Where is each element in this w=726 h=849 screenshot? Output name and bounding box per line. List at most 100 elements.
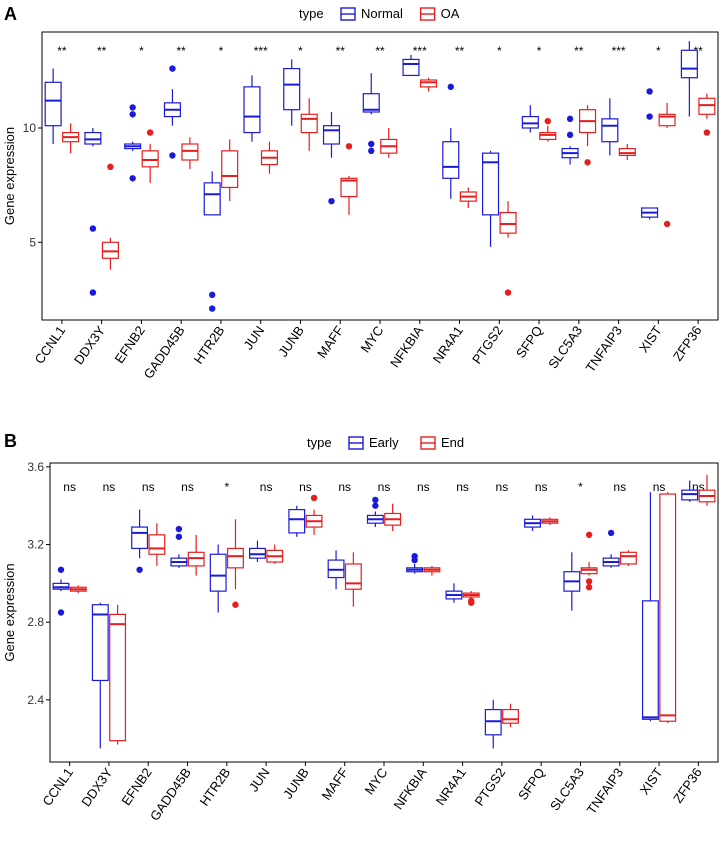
outlier-point xyxy=(646,88,653,95)
significance-label: ns xyxy=(653,480,666,494)
significance-label: ns xyxy=(103,480,116,494)
box xyxy=(327,550,345,590)
box-body xyxy=(283,67,301,111)
box xyxy=(419,77,438,92)
box xyxy=(524,515,541,531)
box xyxy=(539,117,557,142)
significance-label: * xyxy=(224,480,229,494)
box xyxy=(406,552,424,574)
significance-label: ns xyxy=(535,480,548,494)
outlier-point xyxy=(468,599,475,606)
box-body xyxy=(521,115,539,129)
box xyxy=(380,128,398,158)
box xyxy=(563,552,581,611)
y-tick-label: 5 xyxy=(29,235,36,249)
significance-label: ** xyxy=(574,44,584,58)
outlier-point xyxy=(175,533,183,540)
outlier-point xyxy=(504,289,512,296)
significance-label: ** xyxy=(455,44,465,58)
box xyxy=(698,93,716,136)
box-body xyxy=(442,141,460,179)
box xyxy=(658,102,676,228)
significance-label: ns xyxy=(63,480,76,494)
legend-label: Early xyxy=(369,435,399,450)
box xyxy=(91,602,109,749)
outlier-point xyxy=(232,601,239,608)
box xyxy=(124,104,142,182)
panel-label: A xyxy=(4,4,17,24)
significance-label: *** xyxy=(254,44,268,58)
box xyxy=(484,699,502,749)
significance-label: ** xyxy=(693,44,703,58)
box xyxy=(141,129,159,183)
outlier-point xyxy=(129,104,136,111)
box-body xyxy=(362,93,380,113)
outlier-point xyxy=(208,291,216,299)
significance-label: ns xyxy=(338,480,351,494)
outlier-point xyxy=(328,197,335,205)
box-body xyxy=(203,182,221,216)
box xyxy=(305,494,323,535)
y-axis-label: Gene expression xyxy=(2,127,17,225)
outlier-point xyxy=(447,83,454,91)
outlier-point xyxy=(169,152,176,159)
box xyxy=(580,531,598,591)
box xyxy=(641,88,659,220)
outlier-point xyxy=(372,496,379,504)
box-body xyxy=(221,150,239,189)
box-body xyxy=(243,86,261,134)
box xyxy=(344,552,362,607)
outlier-point xyxy=(607,529,615,537)
box-body xyxy=(181,143,199,161)
outlier-point xyxy=(345,143,353,150)
legend-label: OA xyxy=(441,6,460,21)
box xyxy=(680,41,698,117)
box xyxy=(249,540,266,563)
outlier-point xyxy=(310,494,318,502)
outlier-point xyxy=(136,566,143,573)
legend-item: Normal xyxy=(340,6,403,21)
box xyxy=(52,566,70,616)
outlier-point xyxy=(107,163,114,171)
box xyxy=(362,73,380,155)
significance-label: ** xyxy=(57,44,67,58)
legend-label: Normal xyxy=(361,6,403,21)
legend-label: End xyxy=(441,435,464,450)
outlier-point xyxy=(646,113,653,120)
box xyxy=(618,144,636,160)
box xyxy=(101,163,119,270)
box xyxy=(260,141,279,174)
y-tick-label: 3.2 xyxy=(27,538,44,552)
significance-label: * xyxy=(298,44,303,58)
significance-label: * xyxy=(656,44,661,58)
box xyxy=(62,123,80,154)
box-body xyxy=(481,152,500,216)
significance-label: ** xyxy=(97,44,107,58)
legend-item: End xyxy=(420,435,464,450)
box-body xyxy=(698,97,716,115)
box-body xyxy=(288,508,306,534)
box-body xyxy=(402,58,420,77)
significance-label: ns xyxy=(378,480,391,494)
outlier-point xyxy=(585,578,593,585)
significance-label: * xyxy=(497,44,502,58)
box xyxy=(84,128,102,296)
outlier-point xyxy=(208,305,216,312)
outlier-point xyxy=(89,289,97,296)
outlier-point xyxy=(89,225,97,232)
box xyxy=(163,65,181,159)
y-tick-label: 2.4 xyxy=(27,693,44,707)
significance-label: * xyxy=(578,480,583,494)
box xyxy=(322,112,341,205)
box xyxy=(481,150,500,247)
box-body xyxy=(344,563,362,590)
y-tick-label: 3.6 xyxy=(27,460,44,474)
legend-title: type xyxy=(307,435,332,450)
box xyxy=(698,474,716,506)
box xyxy=(502,703,519,728)
significance-label: * xyxy=(219,44,224,58)
box xyxy=(44,68,62,144)
significance-label: ns xyxy=(181,480,194,494)
legend-item: Early xyxy=(348,435,399,450)
box-body xyxy=(84,131,102,145)
